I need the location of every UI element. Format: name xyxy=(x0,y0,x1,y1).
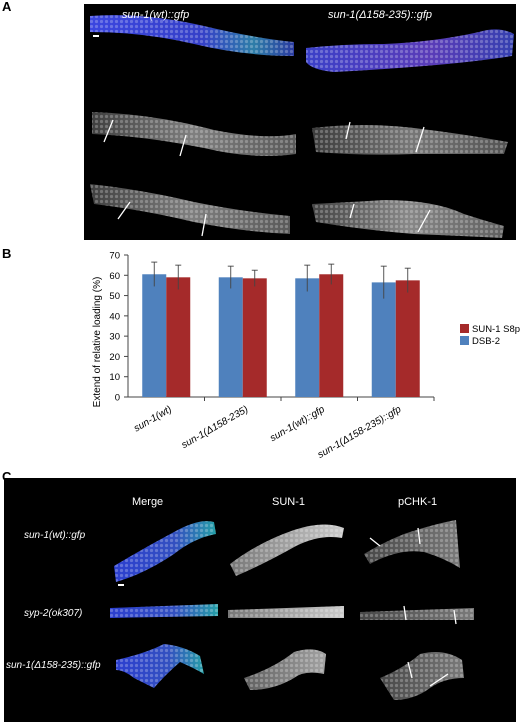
row-label-suns8p: SUNS8p xyxy=(30,120,73,132)
boundary-line xyxy=(407,661,413,679)
panel-c-letter: C xyxy=(2,469,12,484)
bar-chart: Extend of relative loading (%) 0 10 20 30 40… xyxy=(92,251,520,461)
panel-a-micrographs xyxy=(90,15,514,238)
bar-sun-1-s8p xyxy=(319,274,344,397)
col-label-delta: sun-1(Δ158-235)::gfp xyxy=(328,9,432,21)
y-tick-label: 20 xyxy=(109,352,120,363)
boundary-line xyxy=(417,209,431,233)
boundary-line xyxy=(349,203,355,219)
x-tick-label: sun-1(Δ158-235) xyxy=(180,404,251,451)
bar-dsb-2 xyxy=(295,278,320,397)
y-tick-label: 0 xyxy=(115,393,120,404)
y-tick-label: 30 xyxy=(109,332,120,343)
boundary-line xyxy=(415,126,425,153)
boundary-line xyxy=(417,527,421,545)
bar-dsb-2 xyxy=(371,282,396,397)
row-label-dsb2: DSB-2 xyxy=(30,186,63,198)
bar-sun-1-s8p xyxy=(242,278,267,397)
x-tick-label: sun-1(wt)::gfp xyxy=(268,404,327,444)
c-col-label-sun1: SUN-1 xyxy=(272,496,306,508)
boundary-line xyxy=(403,605,407,621)
panel-c-image xyxy=(4,478,516,722)
boundary-line xyxy=(429,673,449,687)
boundary-line xyxy=(103,119,114,143)
boundary-line xyxy=(201,213,207,237)
y-tick-label: 70 xyxy=(109,251,120,262)
bar-sun-1-s8p xyxy=(166,277,191,397)
y-tick-label: 50 xyxy=(109,291,120,302)
c-row-label-syp2: syp-2(ok307) xyxy=(24,608,83,619)
c-row-label-delta: sun-1(Δ158-235)::gfp xyxy=(6,660,101,671)
bar-sun-1-s8p xyxy=(395,280,420,397)
boundary-line xyxy=(369,537,381,547)
panel-b-letter: B xyxy=(2,246,12,261)
panel-c-micrographs xyxy=(110,520,474,700)
y-tick-label: 40 xyxy=(109,311,120,322)
legend-label: SUN-1 S8p xyxy=(472,324,520,335)
y-tick-label: 10 xyxy=(109,372,120,383)
legend-swatch xyxy=(460,324,469,333)
x-tick-label: sun-1(wt) xyxy=(132,404,174,434)
bar-dsb-2 xyxy=(142,274,167,397)
legend-label: DSB-2 xyxy=(472,336,500,347)
boundary-line xyxy=(179,134,187,157)
c-col-label-pchk1: pCHK-1 xyxy=(398,496,438,508)
panel-a-image xyxy=(84,4,516,240)
c-col-label-merge: Merge xyxy=(132,496,164,508)
c-row-label-wt: sun-1(wt)::gfp xyxy=(24,530,86,541)
col-label-wt: sun-1(wt)::gfp xyxy=(122,9,190,21)
boundary-line xyxy=(345,121,351,140)
boundary-line xyxy=(117,201,131,220)
bar-dsb-2 xyxy=(218,277,243,397)
panel-a-letter: A xyxy=(2,0,12,14)
y-axis-label: Extend of relative loading (%) xyxy=(92,277,103,408)
x-tick-label: sun-1(Δ158-235)::gfp xyxy=(316,404,404,461)
legend-swatch xyxy=(460,336,469,345)
boundary-line xyxy=(453,609,457,625)
y-tick-label: 60 xyxy=(109,271,120,282)
scale-bar xyxy=(93,35,99,37)
row-label-merge: Merge xyxy=(30,42,62,54)
